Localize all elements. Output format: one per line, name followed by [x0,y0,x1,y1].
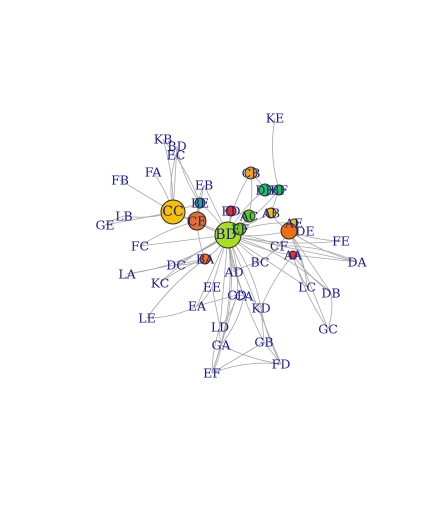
node-label-dc: DC [166,258,186,273]
node-label-aa: AA [283,248,303,263]
node-label-gc: GC [318,322,338,337]
node-layer [160,166,299,265]
node-label-gb: GB [254,335,273,350]
node-label-kb: KB [154,132,173,147]
node-ab [265,207,277,219]
edge-ge-lb [104,215,125,226]
node-label-cc: CC [162,204,183,220]
edge-ef2-ld [211,326,221,374]
node-label-ef2: EF [203,366,221,381]
node-label-fb: FB [111,173,129,188]
edge-ef2-gb [211,341,265,374]
node-aa [288,250,298,260]
edge-ke-bf [272,117,280,191]
edge-cd-ca [236,294,245,297]
edge-ea-cd [196,294,238,307]
node-label-fa: FA [145,165,163,180]
edge-fd-ga [220,344,282,365]
edge-da-cf [278,245,358,263]
node-label-kd: KD [251,301,270,316]
edge-fd-bd2 [227,234,282,365]
node-de [280,222,298,240]
edge-ga-ca [220,295,245,346]
node-ce [187,211,207,231]
node-label-ba: BA [196,252,215,267]
node-label-ce: CE [188,214,207,229]
edge-ad-bc [233,261,261,273]
edge-le-ba [146,258,206,319]
node-label-bc: BC [251,255,270,270]
node-label-ke: KE [266,111,284,126]
node-label-fc: FC [131,239,149,254]
edge-la-ba [126,258,206,275]
node-label-ld: LD [211,320,229,335]
node-label-bd: BD [167,139,186,154]
edge-gc-de [288,230,329,330]
node-label-eb: EB [195,178,213,193]
edge-gc-db2 [327,292,333,330]
edge-kb-be [162,138,201,204]
edge-ea-ee [196,286,213,307]
node-label-de: DE [295,224,314,239]
node-label-ac: AC [239,209,259,224]
node-label-bf: BF [270,183,288,198]
node-bf [273,184,285,196]
node-label-lc: LC [298,280,316,295]
edge-le-ea [146,305,198,319]
edge-kd-ca [243,295,262,309]
node-label-kc: KC [151,276,170,291]
node-label-ea: EA [188,299,207,314]
edge-ef2-cd [211,294,238,374]
node-label-ef: EF [231,222,249,237]
node-cc [160,199,186,225]
edge-ld-ee [211,286,221,328]
node-label-le: LE [138,311,155,326]
node-label-db: DB [255,183,274,198]
node-ed [225,205,237,217]
node-label-ae: AE [284,216,303,231]
node-ac [242,209,256,223]
node-label-ge: GE [95,218,114,233]
node-label-ed: ED [221,204,240,219]
node-label-ca: CA [235,289,255,304]
node-label-fd: FD [272,357,291,372]
node-db [258,183,272,197]
node-label-db2: DB [321,286,340,301]
node-label-fe: FE [332,234,350,249]
node-cb [244,166,258,180]
edge-db2-aa [292,254,332,294]
node-label-cb: CB [242,166,261,181]
node-ba [199,253,211,265]
node-label-ab: AB [261,206,280,221]
node-ef [233,222,247,236]
node-label-da: DA [347,255,367,270]
node-label-ee: EE [203,280,221,295]
node-label-ec: EC [167,148,186,163]
node-label-bd2: BD [215,227,237,243]
node-label-be: BE [191,196,209,211]
node-label-cd: CD [227,288,247,303]
node-label-cf: CF [270,239,289,254]
edge-kd-aa [260,254,294,309]
node-label-la: LA [118,267,136,282]
node-label-ad: AD [223,265,243,280]
node-label-lb: LB [115,209,133,224]
edge-da-bd2 [227,234,358,263]
edge-fd-ef2 [211,362,282,374]
edge-ef2-ga [211,344,222,374]
node-be [194,197,206,209]
node-label-ga: GA [211,338,231,353]
edge-fd-kd [260,307,282,365]
